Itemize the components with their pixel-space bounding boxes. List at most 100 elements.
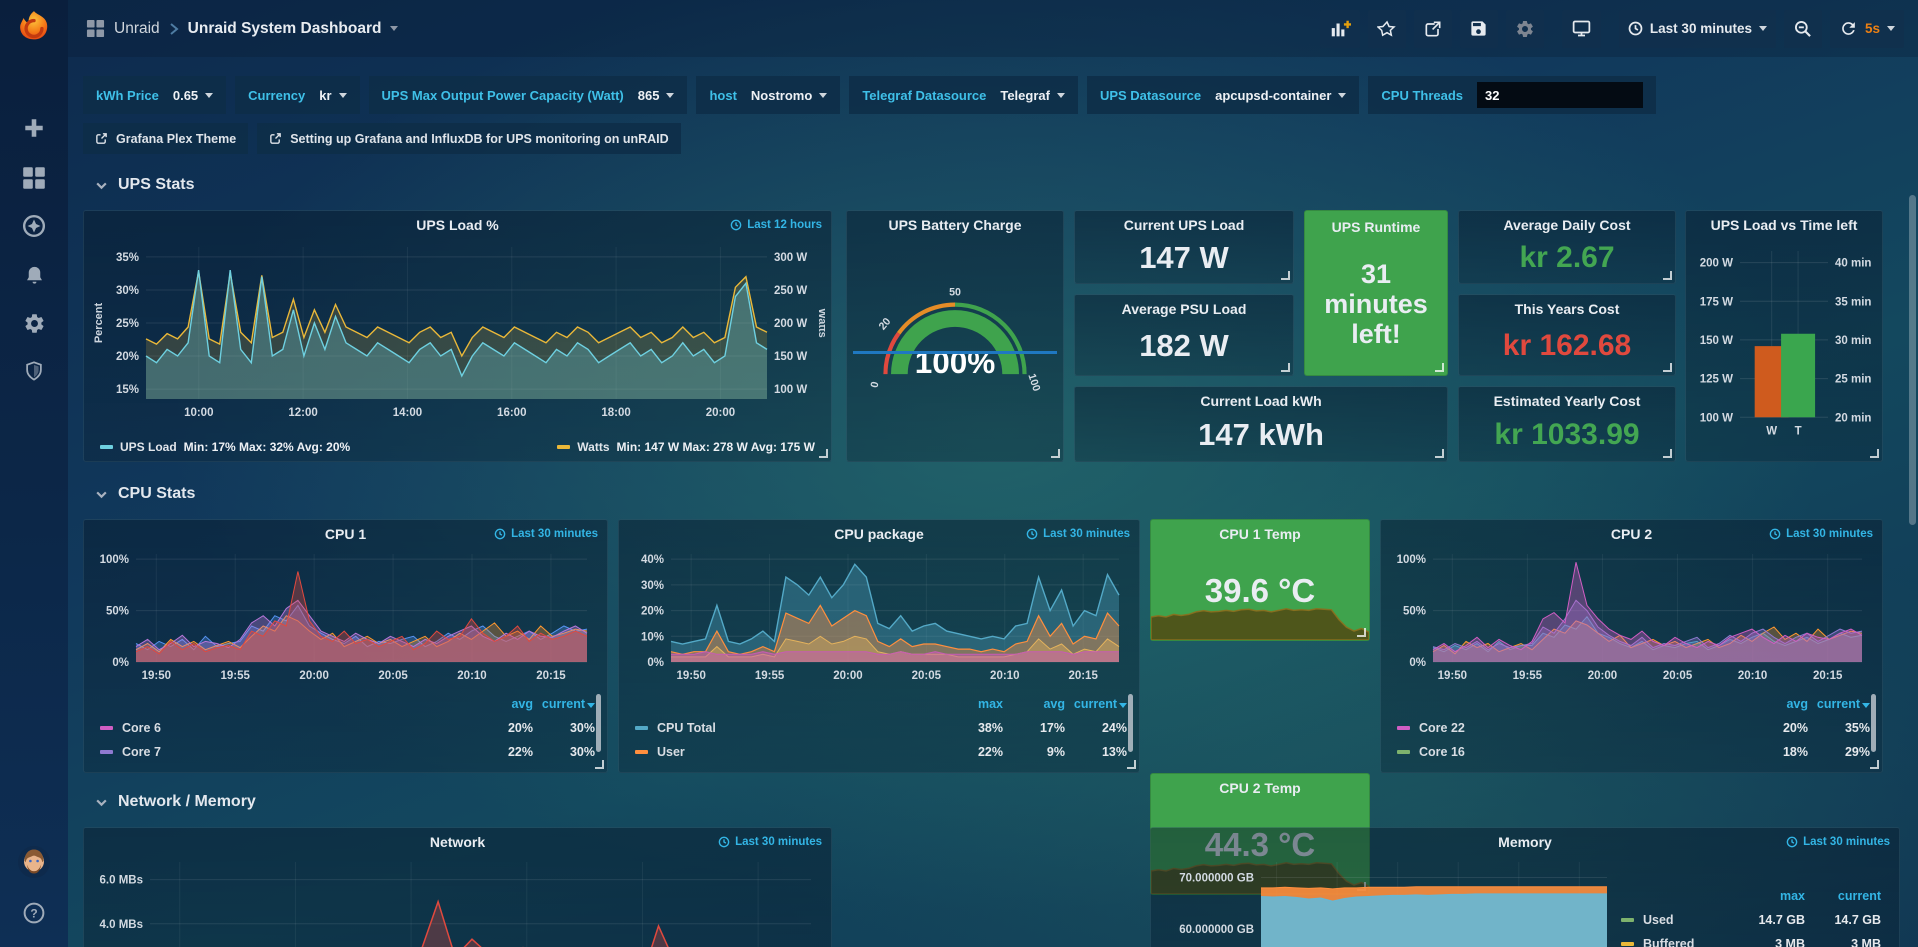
panel-title[interactable]: CPU 2 Temp xyxy=(1219,780,1301,796)
panel-title[interactable]: Average Daily Cost xyxy=(1503,217,1631,233)
add-panel-button[interactable] xyxy=(1319,9,1360,48)
panel-resize-handle[interactable] xyxy=(1127,760,1136,769)
save-button[interactable] xyxy=(1459,9,1498,48)
variable-value-dropdown[interactable]: 865 xyxy=(638,88,675,103)
cpu1-chart[interactable]: 0% 50% 100% 19:50 19:55 20:00 20:05 20:10 20:15 xyxy=(90,546,601,688)
breadcrumb-folder[interactable]: Unraid xyxy=(114,19,160,37)
panel-title[interactable]: Average PSU Load xyxy=(1121,301,1247,317)
panel-title[interactable]: CPU 1 xyxy=(324,526,367,542)
variable-value-dropdown[interactable]: apcupsd-container xyxy=(1215,88,1347,103)
link-ups-monitoring-guide[interactable]: Setting up Grafana and InfluxDB for UPS … xyxy=(257,123,681,154)
dashboard-settings-button[interactable] xyxy=(1505,9,1544,48)
cpu2-chart[interactable]: 0% 50% 100% 19:50 19:55 20:00 20:05 20:10 20:15 xyxy=(1387,546,1876,688)
cpu-package-chart[interactable]: 0% 10% 20% 30% 40% 19:50 19:55 20:00 20:05 20:10 2… xyxy=(625,546,1133,688)
variable-value-dropdown[interactable]: Telegraf xyxy=(1000,88,1065,103)
legend-sort-current[interactable]: current xyxy=(1065,697,1127,711)
variable-value-dropdown[interactable]: 0.65 xyxy=(173,88,214,103)
sidebar-item-help[interactable]: ? xyxy=(0,893,68,933)
legend-sort-current[interactable]: current xyxy=(533,697,595,711)
panel-resize-handle[interactable] xyxy=(1870,449,1879,458)
legend-series-toggle[interactable]: CPU Total xyxy=(635,721,941,735)
avatar[interactable] xyxy=(0,840,68,884)
panel-resize-handle[interactable] xyxy=(1281,271,1290,280)
sidebar-item-dashboards[interactable] xyxy=(0,158,68,198)
panel-resize-handle[interactable] xyxy=(1663,449,1672,458)
panel-resize-handle[interactable] xyxy=(1435,449,1444,458)
panel-title[interactable]: Network xyxy=(429,834,486,850)
legend-item[interactable]: Watts Min: 147 W Max: 278 W Avg: 175 W xyxy=(557,440,815,454)
legend-scrollbar[interactable] xyxy=(1128,694,1133,752)
section-network-memory[interactable]: Network / Memory xyxy=(95,793,256,811)
panel-title[interactable]: Memory xyxy=(1498,834,1552,850)
section-cpu-stats[interactable]: CPU Stats xyxy=(95,485,195,503)
star-button[interactable] xyxy=(1367,9,1406,48)
panel-title[interactable]: Current Load kWh xyxy=(1200,393,1322,409)
panel-title[interactable]: CPU package xyxy=(834,526,924,542)
load-vs-time-bar-chart: 100 W 20 min 125 W 25 min 150 W 30 min 175 W 35… xyxy=(1688,237,1880,455)
panel-title[interactable]: CPU 1 Temp xyxy=(1219,526,1301,542)
legend-series-toggle[interactable]: Buffered xyxy=(1621,937,1729,947)
link-grafana-plex-theme[interactable]: Grafana Plex Theme xyxy=(83,123,249,154)
sidebar-item-server-admin[interactable] xyxy=(0,351,68,391)
panel-resize-handle[interactable] xyxy=(1435,363,1444,372)
sidebar-item-create[interactable] xyxy=(0,108,68,148)
share-button[interactable] xyxy=(1413,9,1452,48)
time-range-picker[interactable]: Last 30 minutes xyxy=(1618,9,1776,48)
panel-resize-handle[interactable] xyxy=(1357,628,1366,637)
legend-swatch xyxy=(100,726,113,730)
refresh-caret-icon[interactable] xyxy=(1887,26,1895,31)
legend-series-toggle[interactable]: Core 7 xyxy=(100,745,471,759)
variable-value-dropdown[interactable]: kr xyxy=(319,88,347,103)
cycle-view-button[interactable] xyxy=(1561,9,1601,48)
dashboard-title-caret-icon[interactable] xyxy=(390,26,399,31)
stat-value: kr 2.67 xyxy=(1519,241,1615,274)
legend-series-toggle[interactable]: Core 22 xyxy=(1397,721,1746,735)
variable-label: kWh Price xyxy=(96,87,159,103)
ups-load-chart[interactable]: 15% 20% 25% 30% 35% 100 W 150 W 200 W 250 W 300 W… xyxy=(90,237,828,425)
variable-value-dropdown[interactable]: Nostromo xyxy=(751,88,828,103)
legend-series-toggle[interactable]: Core 6 xyxy=(100,721,471,735)
legend-sort-current[interactable]: current xyxy=(1837,889,1881,903)
legend-sort-avg[interactable]: avg xyxy=(1043,697,1065,711)
panel-title[interactable]: This Years Cost xyxy=(1514,301,1620,317)
panel-resize-handle[interactable] xyxy=(819,449,828,458)
legend-series-toggle[interactable]: User xyxy=(635,745,941,759)
panel-title[interactable]: UPS Battery Charge xyxy=(888,217,1022,233)
panel-title[interactable]: Current UPS Load xyxy=(1123,217,1245,233)
sidebar-item-explore[interactable] xyxy=(0,206,68,246)
refresh-picker[interactable]: 5s xyxy=(1829,9,1904,48)
panel-title[interactable]: Estimated Yearly Cost xyxy=(1493,393,1641,409)
legend-sort-max[interactable]: max xyxy=(977,697,1003,711)
zoom-out-button[interactable] xyxy=(1783,9,1822,48)
grafana-logo[interactable] xyxy=(0,6,68,50)
legend-scrollbar[interactable] xyxy=(596,694,601,752)
legend-sort-current[interactable]: current xyxy=(1808,697,1870,711)
page-scrollbar[interactable] xyxy=(1909,195,1916,525)
legend-item[interactable]: UPS Load Min: 17% Max: 32% Avg: 20% xyxy=(100,440,350,454)
legend-sort-avg[interactable]: avg xyxy=(1786,697,1808,711)
section-ups-stats[interactable]: UPS Stats xyxy=(95,176,194,194)
panel-title[interactable]: UPS Load % xyxy=(416,217,499,233)
panel-title[interactable]: UPS Load vs Time left xyxy=(1710,217,1858,233)
panel-resize-handle[interactable] xyxy=(1051,449,1060,458)
refresh-interval-label[interactable]: 5s xyxy=(1864,21,1880,36)
sidebar-item-alerting[interactable] xyxy=(0,255,68,295)
panel-resize-handle[interactable] xyxy=(1663,271,1672,280)
legend-series-toggle[interactable]: Used xyxy=(1621,913,1729,927)
panel-title[interactable]: UPS Runtime xyxy=(1331,219,1421,235)
cpu-threads-input[interactable] xyxy=(1477,82,1644,108)
dashboard-title[interactable]: Unraid System Dashboard xyxy=(187,19,382,37)
panel-title[interactable]: CPU 2 xyxy=(1610,526,1653,542)
sidebar-item-configuration[interactable] xyxy=(0,303,68,343)
panel-resize-handle[interactable] xyxy=(1281,363,1290,372)
panel-resize-handle[interactable] xyxy=(1663,363,1672,372)
panel-resize-handle[interactable] xyxy=(595,760,604,769)
panel-resize-handle[interactable] xyxy=(1870,760,1879,769)
legend-scrollbar[interactable] xyxy=(1871,694,1876,752)
legend-series-toggle[interactable]: Core 16 xyxy=(1397,745,1746,759)
legend-sort-avg[interactable]: avg xyxy=(511,697,533,711)
legend-sort-max[interactable]: max xyxy=(1779,889,1805,903)
svg-text:0%: 0% xyxy=(647,657,664,669)
